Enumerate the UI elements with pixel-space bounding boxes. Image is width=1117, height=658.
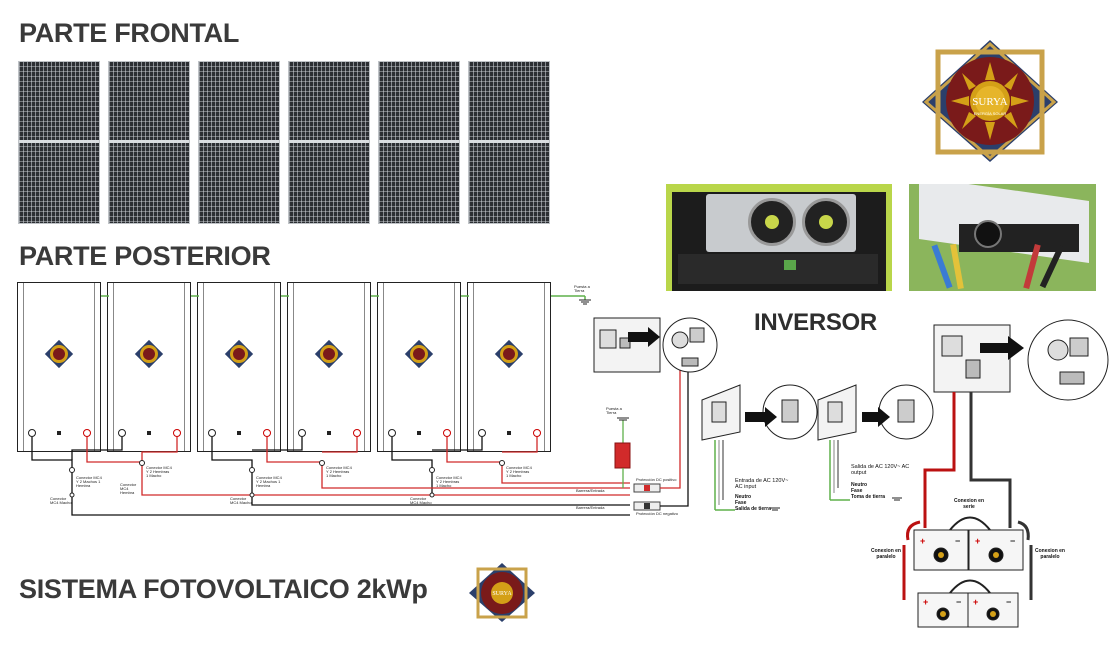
svg-text:+: +: [923, 597, 928, 607]
label-dc-negative: Protección DC negativo: [636, 511, 679, 516]
panel-logo-2: [134, 339, 164, 369]
label-battery-series: Conexion en serie: [954, 498, 985, 510]
label-barrier-2: Barrera/Entrada: [576, 505, 605, 510]
inverter-photo-front: [666, 184, 892, 291]
panel-logo-5: [404, 339, 434, 369]
panel-logo-4: [314, 339, 344, 369]
panel-terminals: [28, 429, 541, 437]
mc4-connectors: [69, 460, 505, 498]
label-mc4-y-1: Conector MC4 Y 2 Machos 1 Hembra: [76, 475, 102, 488]
label-battery-parallel-right: Conexion en paralelo: [1034, 548, 1065, 560]
label-mc4-y-6: Conector MC4 Y 2 Hembras 1 Macho: [506, 465, 532, 478]
title-front: PARTE FRONTAL: [19, 18, 240, 48]
surya-logo-small: [469, 563, 535, 622]
svg-text:−: −: [955, 536, 960, 546]
label-barrier-1: Barrera/Entrada: [576, 488, 605, 493]
label-mc4-y-2: Conector MC4 Y 2 Hembras 1 Macho: [146, 465, 172, 478]
svg-text:−: −: [1006, 597, 1011, 607]
dc-fuse-holders: [633, 483, 661, 511]
label-ac-output-ground: Toma de tierra: [851, 494, 886, 500]
solar-panel-front-3: [198, 61, 280, 224]
title-back: PARTE POSTERIOR: [19, 241, 271, 271]
label-ground-mid: Puesta a Tierra: [606, 406, 622, 415]
solar-panel-front-1: [18, 61, 100, 224]
battery-bank: [913, 529, 1024, 628]
panel-logo-1: [44, 339, 74, 369]
label-ac-output-neutral: Neutro: [851, 482, 868, 488]
logo-brand-large: SURYA: [972, 96, 1008, 108]
svg-text:+: +: [920, 536, 925, 546]
solar-panel-front-4: [288, 61, 370, 224]
ground-wires: [101, 295, 586, 300]
inverter-sketch-ac-output: [817, 384, 934, 501]
dc-negative-wires: [31, 437, 630, 516]
inverter-sketch-dc: [593, 317, 718, 373]
label-dc-positive: Protección DC positivo: [636, 477, 677, 482]
surya-logo-large: [922, 40, 1058, 162]
inverter-dc-wires: [660, 365, 689, 507]
label-battery-parallel-left: Conexion en paralelo: [870, 548, 901, 560]
ground-symbol-top: [579, 299, 591, 305]
inverter-sketch-battery: [933, 319, 1109, 401]
solar-panel-front-6: [468, 61, 550, 224]
title-system: SISTEMA FOTOVOLTAICO 2kWp: [19, 574, 428, 604]
solar-panel-front-5: [378, 61, 460, 224]
inverter-photo-side: [909, 184, 1096, 291]
logo-tagline-large: ENERGÍA SOLAR: [974, 111, 1007, 116]
label-ac-output-phase: Fase: [851, 488, 863, 494]
battery-cables: [902, 392, 1033, 600]
label-mc4-y-5: Conector MC4 Y 2 Hembras 1 Macho: [436, 475, 462, 488]
label-ac-input-ground: Salida de tierra: [735, 506, 771, 512]
label-ac-input-phase: Fase: [735, 500, 747, 506]
svg-text:+: +: [975, 536, 980, 546]
label-mc4-male-3: Conector MC4 Macho: [410, 496, 432, 505]
title-inverter: INVERSOR: [754, 309, 877, 336]
label-mc4-male-2: Conector MC4 Macho: [230, 496, 252, 505]
solar-panel-front-2: [108, 61, 190, 224]
label-ground-top: Puesta a Tierra: [574, 284, 590, 293]
label-mc4-y-3: Conector MC4 Y 2 Machos 1 Hembra: [256, 475, 282, 488]
panel-logo-3: [224, 339, 254, 369]
label-mc4-hembra-1: Conector MC4 Hembra: [120, 482, 137, 495]
logo-brand-small: SURYA: [492, 591, 512, 597]
battery-terminal-signs: + − + − + − + −: [920, 536, 1015, 607]
label-ac-input-title: Entrada de AC 120V~ AC input: [735, 478, 789, 490]
inverter-sketch-ac-input: [701, 384, 818, 511]
label-mc4-y-4: Conector MC4 Y 2 Hembras 1 Macho: [326, 465, 352, 478]
label-ac-output-title: Salida de AC 120V~ AC output: [851, 464, 910, 476]
dc-breaker: [614, 417, 631, 488]
svg-text:−: −: [956, 597, 961, 607]
label-ac-input-neutral: Neutro: [735, 494, 752, 500]
svg-text:+: +: [973, 597, 978, 607]
panel-logo-6: [494, 339, 524, 369]
label-mc4-male-1: Conector MC4 Macho: [50, 496, 72, 505]
svg-text:−: −: [1010, 536, 1015, 546]
